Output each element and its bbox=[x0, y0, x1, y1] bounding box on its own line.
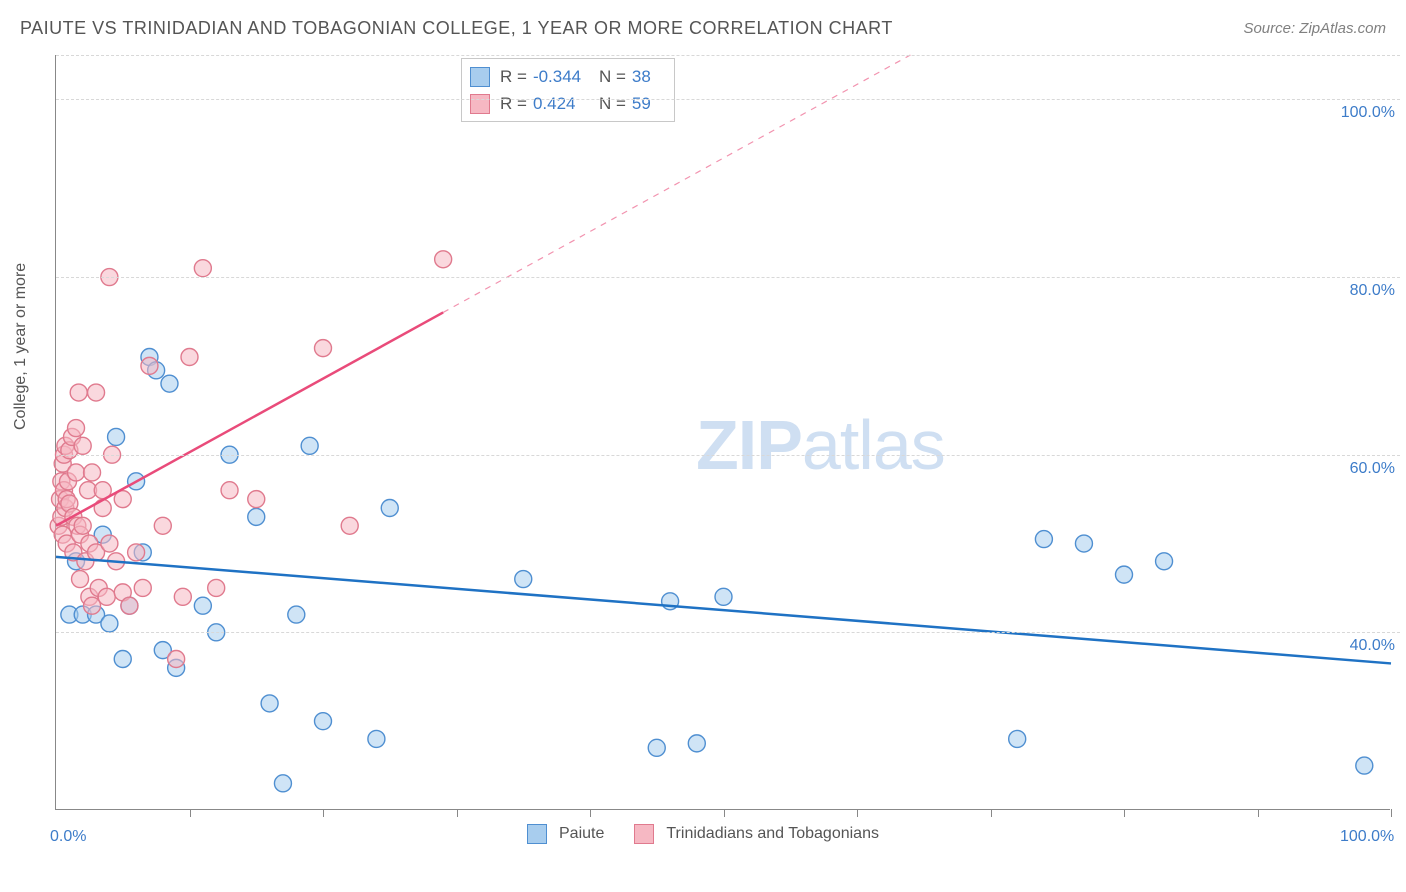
stat-n-value: 59 bbox=[632, 90, 662, 117]
data-point bbox=[248, 491, 265, 508]
x-tick bbox=[323, 809, 324, 817]
data-point bbox=[315, 340, 332, 357]
data-point bbox=[114, 651, 131, 668]
data-point bbox=[1116, 566, 1133, 583]
data-point bbox=[72, 571, 89, 588]
stat-n-label: N = bbox=[599, 63, 626, 90]
plot-area: ZIPatlas R =-0.344N =38R =0.424N =59 40.… bbox=[55, 55, 1390, 810]
chart-container: PAIUTE VS TRINIDADIAN AND TOBAGONIAN COL… bbox=[0, 0, 1406, 892]
data-point bbox=[154, 517, 171, 534]
legend-swatch bbox=[527, 824, 547, 844]
data-point bbox=[194, 260, 211, 277]
data-point bbox=[208, 579, 225, 596]
stats-box: R =-0.344N =38R =0.424N =59 bbox=[461, 58, 675, 122]
data-point bbox=[88, 384, 105, 401]
data-point bbox=[68, 464, 85, 481]
x-tick bbox=[457, 809, 458, 817]
plot-svg bbox=[56, 55, 1390, 809]
data-point bbox=[248, 508, 265, 525]
data-point bbox=[381, 500, 398, 517]
data-point bbox=[98, 588, 115, 605]
data-point bbox=[74, 437, 91, 454]
data-point bbox=[108, 428, 125, 445]
data-point bbox=[181, 349, 198, 366]
data-point bbox=[1075, 535, 1092, 552]
x-tick bbox=[190, 809, 191, 817]
data-point bbox=[368, 730, 385, 747]
legend-item: Trinidadians and Tobagonians bbox=[634, 824, 879, 844]
stat-n-label: N = bbox=[599, 90, 626, 117]
gridline bbox=[56, 55, 1400, 56]
data-point bbox=[168, 651, 185, 668]
stat-swatch bbox=[470, 67, 490, 87]
data-point bbox=[435, 251, 452, 268]
data-point bbox=[1156, 553, 1173, 570]
stat-r-value: -0.344 bbox=[533, 63, 593, 90]
data-point bbox=[301, 437, 318, 454]
data-point bbox=[1035, 531, 1052, 548]
stat-n-value: 38 bbox=[632, 63, 662, 90]
data-point bbox=[84, 597, 101, 614]
legend-label: Paiute bbox=[559, 825, 604, 843]
data-point bbox=[274, 775, 291, 792]
data-point bbox=[648, 739, 665, 756]
data-point bbox=[161, 375, 178, 392]
y-tick-label: 60.0% bbox=[1350, 460, 1395, 478]
data-point bbox=[1356, 757, 1373, 774]
data-point bbox=[134, 579, 151, 596]
data-point bbox=[101, 535, 118, 552]
y-tick-label: 80.0% bbox=[1350, 282, 1395, 300]
x-tick bbox=[590, 809, 591, 817]
data-point bbox=[141, 357, 158, 374]
data-point bbox=[261, 695, 278, 712]
data-point bbox=[128, 544, 145, 561]
y-tick-label: 100.0% bbox=[1341, 104, 1395, 122]
stat-swatch bbox=[470, 94, 490, 114]
chart-title: PAIUTE VS TRINIDADIAN AND TOBAGONIAN COL… bbox=[20, 18, 893, 39]
data-point bbox=[1009, 730, 1026, 747]
y-axis-label: College, 1 year or more bbox=[12, 263, 30, 430]
data-point bbox=[174, 588, 191, 605]
stat-row: R =0.424N =59 bbox=[470, 90, 662, 117]
data-point bbox=[315, 713, 332, 730]
x-tick bbox=[1124, 809, 1125, 817]
data-point bbox=[688, 735, 705, 752]
data-point bbox=[121, 597, 138, 614]
gridline bbox=[56, 99, 1400, 100]
data-point bbox=[715, 588, 732, 605]
regression-line bbox=[56, 557, 1391, 664]
data-point bbox=[68, 420, 85, 437]
gridline bbox=[56, 455, 1400, 456]
x-tick bbox=[1391, 809, 1392, 817]
x-tick bbox=[1258, 809, 1259, 817]
data-point bbox=[221, 482, 238, 499]
x-tick bbox=[724, 809, 725, 817]
data-point bbox=[70, 384, 87, 401]
legend-item: Paiute bbox=[527, 824, 604, 844]
stat-r-value: 0.424 bbox=[533, 90, 593, 117]
data-point bbox=[84, 464, 101, 481]
legend-label: Trinidadians and Tobagonians bbox=[666, 825, 879, 843]
x-tick bbox=[991, 809, 992, 817]
data-point bbox=[515, 571, 532, 588]
x-tick-label: 0.0% bbox=[50, 828, 86, 846]
stat-r-label: R = bbox=[500, 90, 527, 117]
stat-row: R =-0.344N =38 bbox=[470, 63, 662, 90]
x-tick-label: 100.0% bbox=[1340, 828, 1394, 846]
data-point bbox=[101, 615, 118, 632]
data-point bbox=[288, 606, 305, 623]
bottom-legend: Paiute Trinidadians and Tobagonians bbox=[0, 824, 1406, 844]
data-point bbox=[341, 517, 358, 534]
data-point bbox=[74, 517, 91, 534]
data-point bbox=[194, 597, 211, 614]
gridline bbox=[56, 632, 1400, 633]
x-tick bbox=[857, 809, 858, 817]
legend-swatch bbox=[634, 824, 654, 844]
y-tick-label: 40.0% bbox=[1350, 637, 1395, 655]
source-label: Source: ZipAtlas.com bbox=[1243, 20, 1386, 37]
gridline bbox=[56, 277, 1400, 278]
stat-r-label: R = bbox=[500, 63, 527, 90]
